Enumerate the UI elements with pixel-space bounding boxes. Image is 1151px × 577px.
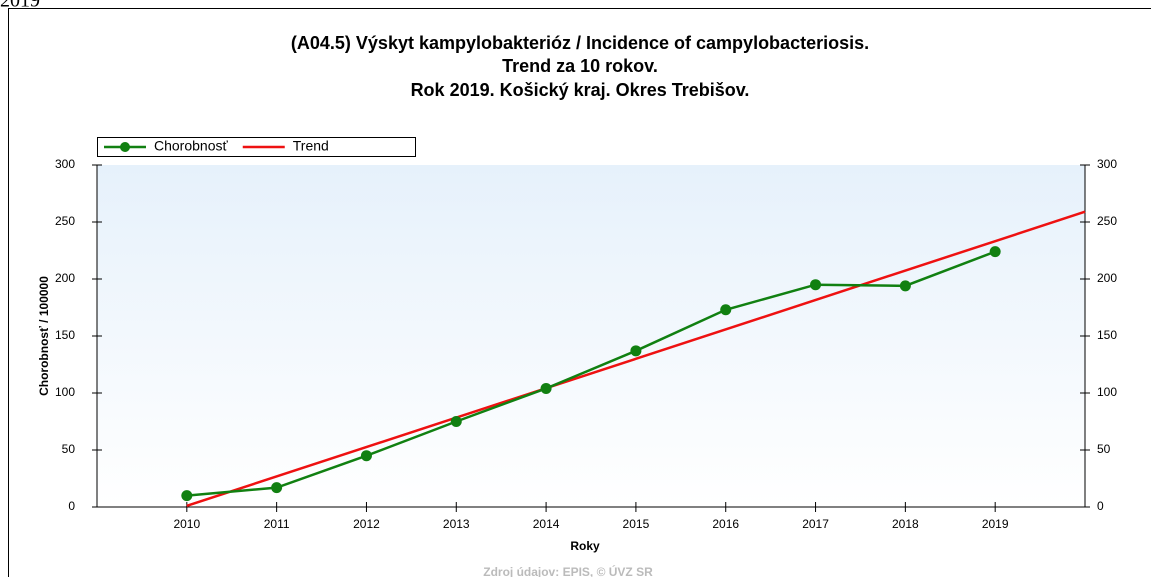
legend-marker: [120, 142, 130, 152]
y-tick-label: 50: [62, 442, 76, 456]
corner-label: 2019: [0, 0, 40, 12]
source: Zdroj údajov: EPIS, © ÚVZ SR: [483, 564, 653, 577]
legend-label: Trend: [293, 138, 329, 154]
x-tick-label: 2016: [712, 517, 739, 531]
frame: [8, 8, 1151, 577]
point: [360, 450, 372, 462]
x-axis-label: Roky: [570, 539, 600, 553]
x-tick-label: 2011: [264, 517, 290, 531]
x-tick-label: 2015: [623, 517, 650, 531]
y2-tick-label: 300: [1097, 157, 1117, 171]
x-tick-label: 2013: [443, 517, 470, 531]
point: [720, 304, 732, 316]
y2-tick-label: 100: [1097, 385, 1117, 399]
point: [899, 280, 911, 292]
chart-title: Trend za 10 rokov.: [502, 56, 658, 76]
point: [540, 382, 552, 394]
y2-tick-label: 50: [1097, 442, 1111, 456]
y-tick-label: 250: [55, 214, 75, 228]
y-tick-label: 300: [55, 157, 75, 171]
x-tick-label: 2018: [892, 517, 919, 531]
y-tick-label: 150: [55, 328, 75, 342]
point: [271, 482, 283, 494]
x-tick-label: 2017: [802, 517, 829, 531]
y2-tick-label: 0: [1097, 499, 1104, 513]
y2-tick-label: 250: [1097, 214, 1117, 228]
x-tick-label: 2010: [173, 517, 200, 531]
point: [630, 345, 642, 357]
series-line: [186, 250, 996, 497]
x-tick-label: 2014: [533, 517, 560, 531]
point: [181, 490, 193, 502]
y-tick-label: 200: [55, 271, 75, 285]
y-tick-label: 0: [68, 499, 75, 513]
x-tick-label: 2012: [353, 517, 380, 531]
point: [989, 246, 1001, 258]
plot-area: [97, 165, 1085, 507]
chart-title: Rok 2019. Košický kraj. Okres Trebišov.: [411, 80, 750, 100]
series-line: [186, 210, 1086, 508]
y2-tick-label: 200: [1097, 271, 1117, 285]
point: [810, 279, 822, 291]
chart-title: (A04.5) Výskyt kampylobakterióz / Incide…: [291, 33, 869, 53]
x-tick-label: 2019: [982, 517, 1009, 531]
y-tick-label: 100: [55, 385, 75, 399]
y2-tick-label: 150: [1097, 328, 1117, 342]
legend-label: Chorobnosť: [154, 138, 228, 154]
y-axis-label: Chorobnosť / 100000: [37, 276, 51, 396]
point: [450, 416, 462, 427]
